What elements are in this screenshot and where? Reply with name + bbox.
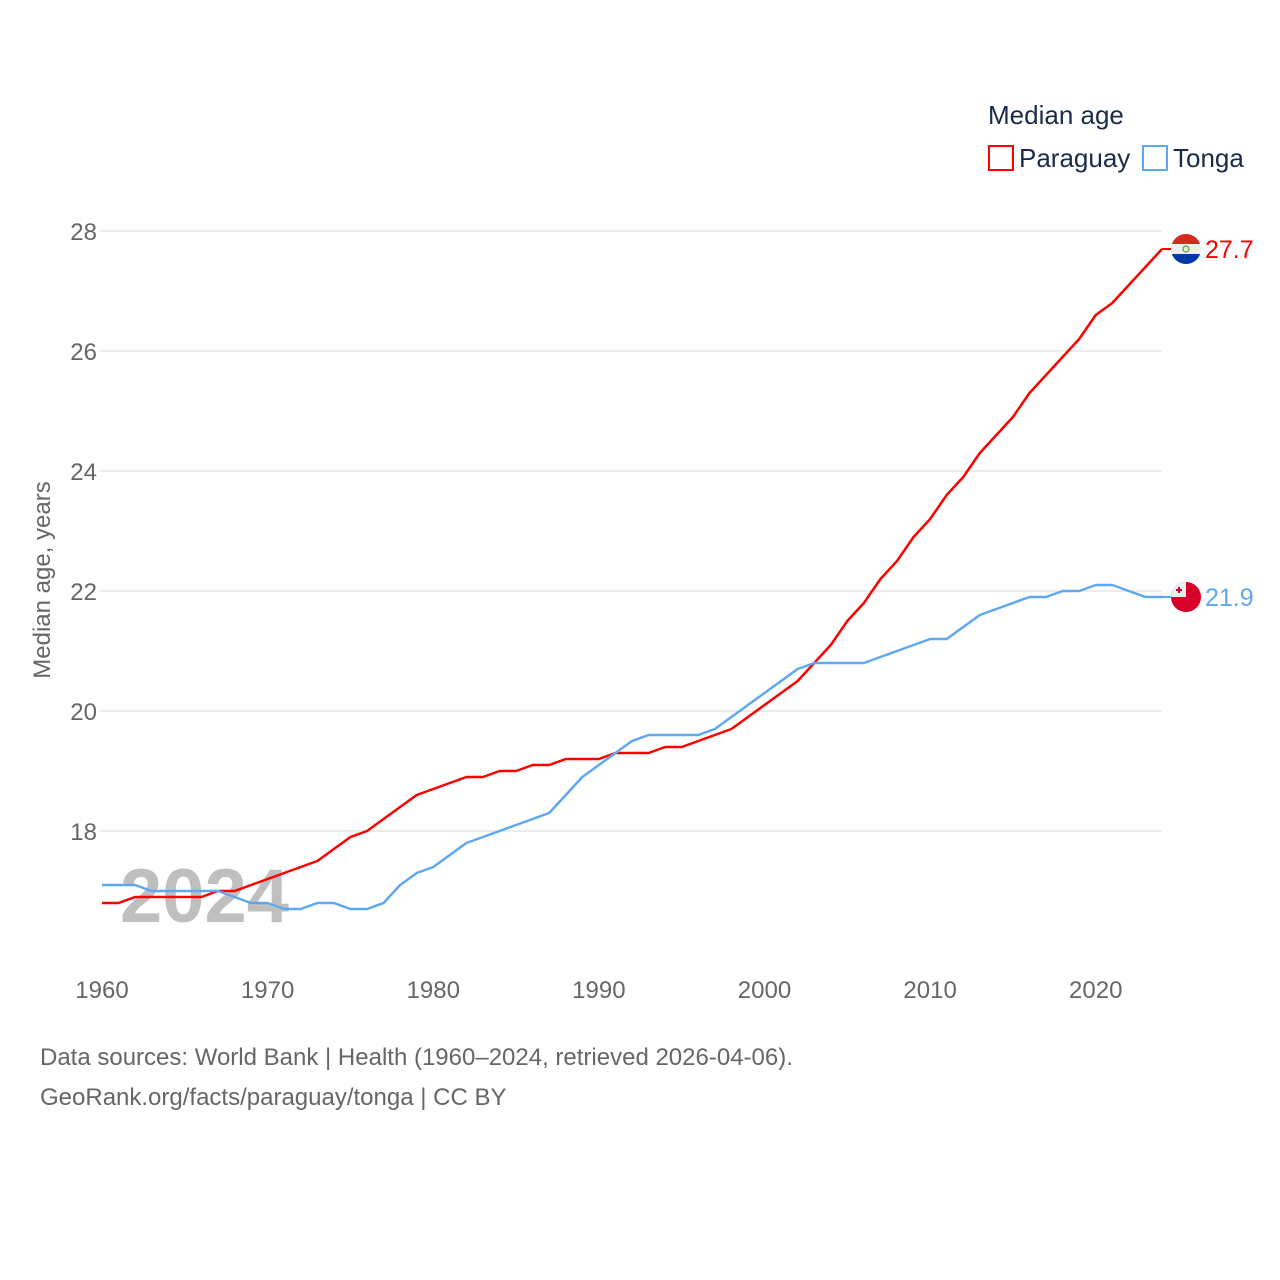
flag-stripe-blue	[1171, 254, 1201, 264]
y-tick-label: 28	[70, 219, 97, 246]
x-tick-label: 2020	[1069, 977, 1122, 1004]
y-axis-label: Median age, years	[29, 481, 56, 678]
end-value-label: 27.7	[1205, 236, 1254, 264]
x-tick-label: 1990	[572, 977, 625, 1004]
flag-cross	[1176, 587, 1182, 593]
end-value-label: 21.9	[1205, 584, 1254, 612]
series-line-tonga	[102, 583, 1162, 911]
footer-source: Data sources: World Bank | Health (1960–…	[40, 1044, 793, 1071]
flag-stripe-red	[1171, 234, 1201, 244]
legend-title: Median age	[988, 100, 1124, 130]
flag-tonga-icon	[1171, 582, 1201, 612]
x-tick-label: 1970	[241, 977, 294, 1004]
series-line-paraguay	[102, 248, 1163, 905]
x-tick-label: 2000	[738, 977, 791, 1004]
y-tick-label: 20	[70, 699, 97, 726]
y-tick-label: 22	[70, 579, 97, 606]
legend-swatch-paraguay	[988, 145, 1014, 171]
legend-swatch-tonga	[1142, 145, 1168, 171]
line-chart: 2024 1960 1970 1980 1990 2000 2010 2020 182022…	[29, 100, 1254, 1004]
flag-stripe-white	[1171, 244, 1201, 254]
y-tick-label: 26	[70, 339, 97, 366]
flag-stripes	[1171, 234, 1201, 264]
legend-label-paraguay: Paraguay	[1019, 143, 1130, 173]
x-tick-label: 1960	[75, 977, 128, 1004]
legend-label-tonga: Tonga	[1173, 143, 1244, 173]
flag-paraguay-icon	[1171, 234, 1201, 264]
y-tick-label: 24	[70, 459, 97, 486]
x-tick-label: 1980	[407, 977, 460, 1004]
y-tick-label: 18	[70, 819, 97, 846]
x-tick-label: 2010	[903, 977, 956, 1004]
flag-emblem	[1182, 245, 1190, 253]
footer-link[interactable]: GeoRank.org/facts/paraguay/tonga | CC BY	[40, 1084, 507, 1111]
